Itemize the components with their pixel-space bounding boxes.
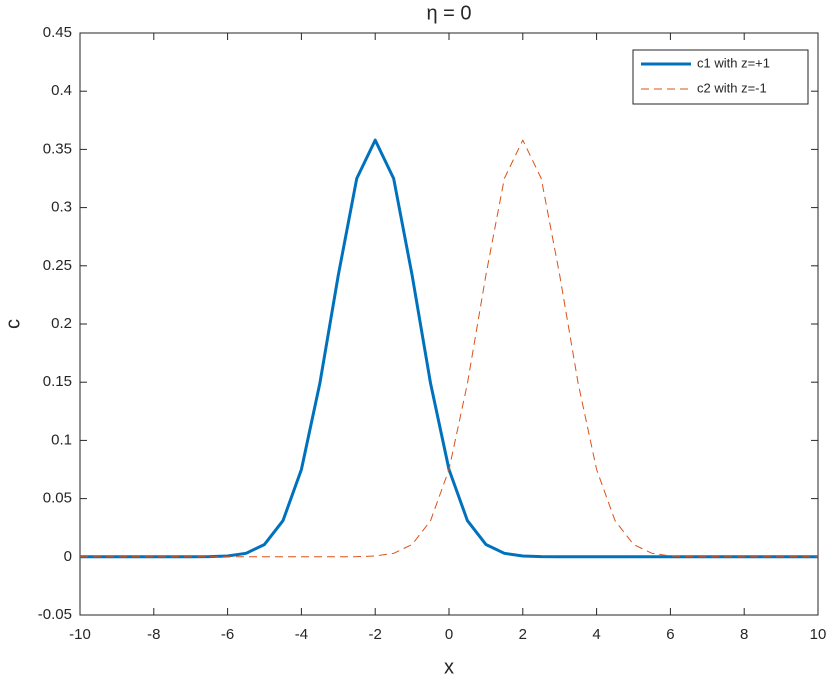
legend-label: c1 with z=+1 [697,55,770,70]
y-tick-label: -0.05 [38,606,72,623]
x-tick-label: -4 [295,626,308,643]
y-tick-label: 0.35 [43,140,72,157]
y-tick-label: 0.4 [51,82,72,99]
y-tick-label: 0.25 [43,257,72,274]
y-tick-label: 0.1 [51,431,72,448]
y-axis-label: c [2,319,24,329]
x-axis-label: x [444,656,454,678]
line-series [80,139,818,558]
x-tick-label: 4 [592,626,600,643]
y-tick-label: 0.05 [43,490,72,507]
y-tick-label: 0.2 [51,315,72,332]
x-tick-label: 10 [810,626,827,643]
x-tick-label: 0 [445,626,453,643]
plot-area [79,32,819,616]
y-tick-label: 0.15 [43,373,72,390]
x-tick-label: 2 [519,626,527,643]
x-tick-label: 6 [666,626,674,643]
y-tick-label: 0.45 [43,24,72,41]
y-tick-label: 0 [64,548,72,565]
legend-box [632,49,809,105]
x-tick-label: -6 [221,626,234,643]
y-tick-label: 0.3 [51,199,72,216]
legend-label: c2 with z=-1 [697,80,767,95]
x-tick-label: -8 [147,626,160,643]
x-tick-label: -10 [69,626,91,643]
x-tick-label: -2 [369,626,382,643]
chart-title: η = 0 [426,2,471,24]
x-tick-label: 8 [740,626,748,643]
